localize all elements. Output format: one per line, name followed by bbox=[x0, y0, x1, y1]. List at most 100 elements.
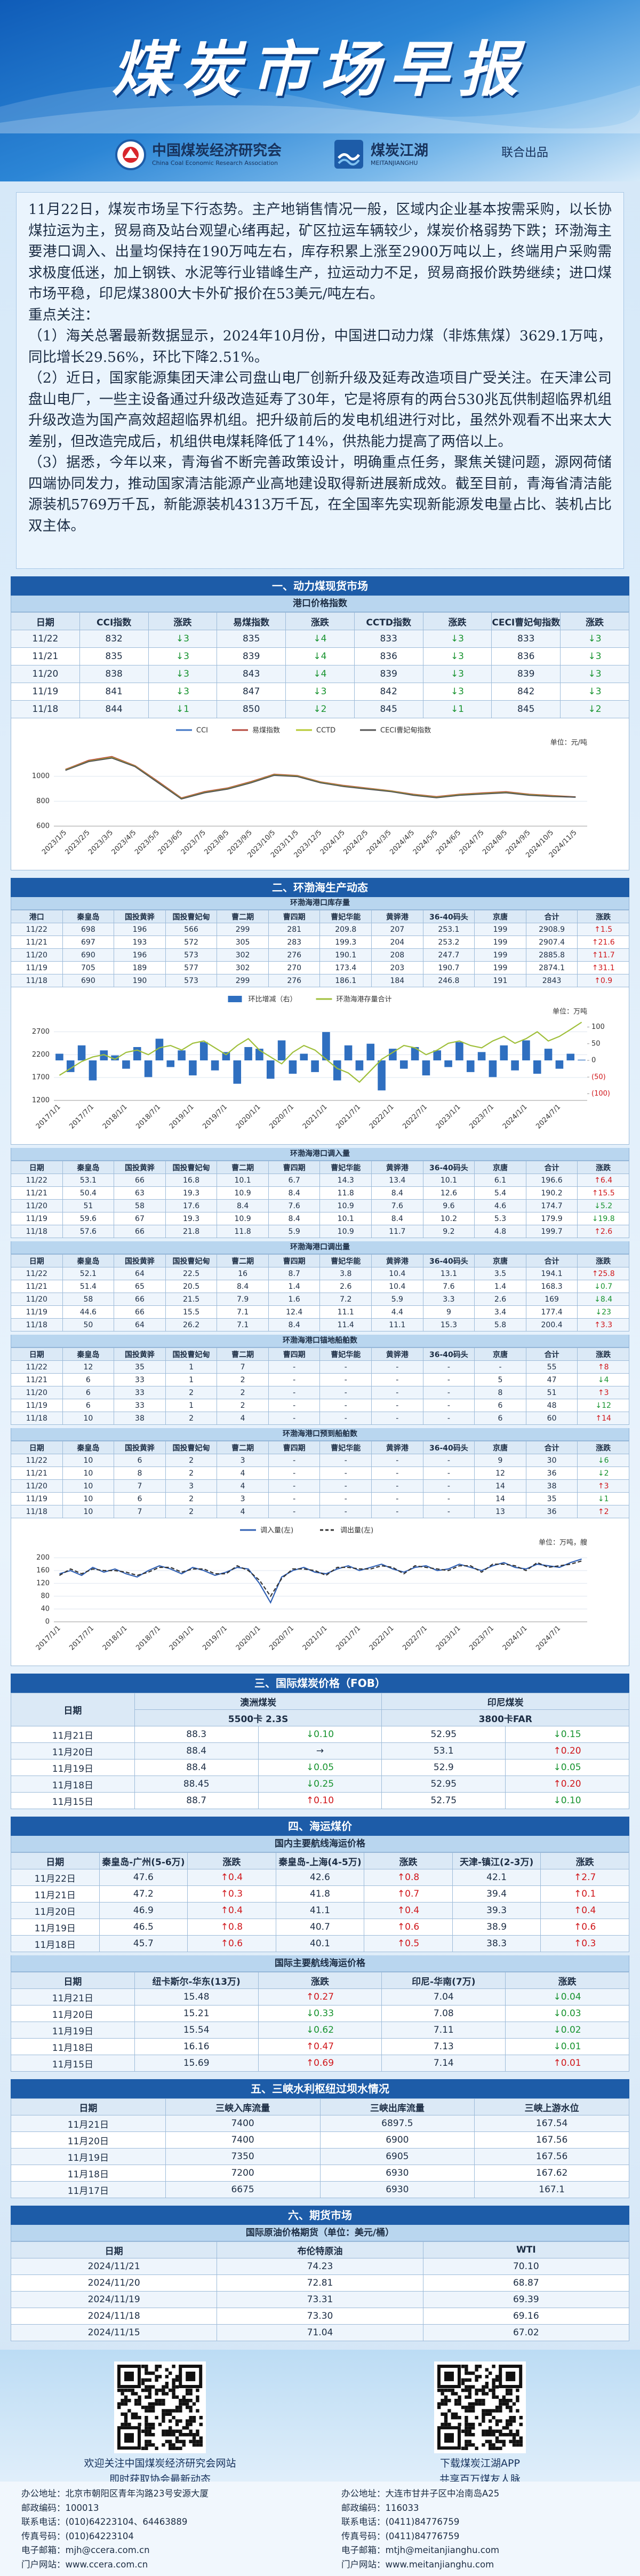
bar bbox=[566, 1053, 575, 1060]
table-cell: 8 bbox=[474, 1386, 526, 1399]
table-cell: 11月18日 bbox=[11, 2038, 135, 2055]
qr-module bbox=[145, 2422, 148, 2427]
table-cell: 8.4 bbox=[268, 1318, 321, 1331]
bar bbox=[144, 1060, 153, 1077]
column-header: 国投曹妃甸 bbox=[165, 1254, 218, 1267]
table-cell: - bbox=[422, 1399, 475, 1412]
table-cell: 66 bbox=[114, 1305, 166, 1319]
table-cell: 1 bbox=[165, 1373, 218, 1386]
qr-finder bbox=[444, 2372, 454, 2381]
table-cell: 6.1 bbox=[474, 1174, 526, 1187]
x-tick-label: 2023/7/5 bbox=[180, 829, 207, 857]
data-row: 11/22 698 196 566 299 281 209.8 207 253.1 199 2908… bbox=[11, 923, 629, 936]
legend-label: 调出量(左) bbox=[340, 1527, 373, 1535]
table-cell: 276 bbox=[268, 974, 321, 987]
qr-module bbox=[196, 2429, 199, 2433]
qr-module bbox=[458, 2399, 461, 2403]
qr-module bbox=[134, 2412, 138, 2416]
qr-module bbox=[516, 2433, 519, 2437]
qr-module bbox=[492, 2378, 495, 2382]
table-cell: 302 bbox=[217, 948, 269, 962]
table-cell: ↑0.6 bbox=[364, 1919, 453, 1936]
table-cell: ↑3.3 bbox=[577, 1318, 629, 1331]
table-cell: 191 bbox=[474, 974, 526, 987]
table-cell: 186.1 bbox=[319, 974, 372, 987]
table-cell: - bbox=[268, 1479, 321, 1493]
qr-module bbox=[468, 2429, 471, 2433]
bar bbox=[533, 1060, 541, 1074]
subgroup-header: 5500卡 2.3S bbox=[134, 1709, 382, 1726]
qr-module bbox=[502, 2433, 506, 2437]
x-tick-label: 2023/1/5 bbox=[41, 829, 68, 857]
table-cell: 698 bbox=[62, 923, 115, 936]
table-cell: 6930 bbox=[319, 2165, 475, 2182]
table-cell: 6 bbox=[62, 1399, 115, 1412]
column-header: 国投曹妃甸 bbox=[165, 1441, 218, 1454]
qr-module bbox=[499, 2399, 502, 2403]
table-cell: 7.08 bbox=[381, 2005, 506, 2022]
qr-module bbox=[186, 2419, 189, 2423]
chart: CCI 易煤指数 CCTD CECI曹妃甸指数 单位：元/吨 600 800 1000 2023… bbox=[11, 718, 629, 870]
table-cell: ↓2 bbox=[285, 700, 355, 718]
table-cell: 7.2 bbox=[319, 1293, 372, 1306]
column-header: 秦皇岛 bbox=[62, 910, 115, 923]
qr-module bbox=[162, 2412, 165, 2416]
table-cell: - bbox=[268, 1505, 321, 1518]
table-cell: 38.3 bbox=[452, 1935, 541, 1952]
qr-module bbox=[465, 2388, 468, 2392]
bar bbox=[166, 1060, 175, 1067]
qr-module bbox=[441, 2402, 444, 2406]
table-cell: 11/19 bbox=[11, 961, 63, 974]
data-table: 日期 纽卡斯尔-华东(13万) 涨跌 印尼-华南(7万) 涨跌 11月21日 15.48 ↑0… bbox=[11, 1972, 629, 2072]
table-cell: 566 bbox=[165, 923, 218, 936]
contact-line: 办公地址：北京市朝阳区青年沟路23号安源大厦 bbox=[21, 2488, 209, 2499]
data-row: 2024/11/20 72.81 68.87 bbox=[10, 2274, 630, 2292]
table-cell: ↑0.01 bbox=[505, 2055, 629, 2072]
data-table: 日期 三峡入库流量 三峡出库流量 三峡上游水位 11月21日 7400 6897.5 167.… bbox=[11, 2098, 629, 2198]
bar bbox=[378, 1060, 386, 1091]
wave bbox=[0, 105, 640, 133]
qr-module bbox=[502, 2426, 506, 2430]
table-cell: 88.45 bbox=[134, 1776, 259, 1793]
table-cell: 21.8 bbox=[165, 1225, 218, 1238]
qr-module bbox=[482, 2416, 485, 2420]
qr-module bbox=[471, 2443, 475, 2447]
data-table: 日期 秦皇岛-广州(5-6万) 涨跌 秦皇岛-上海(4-5万) 涨跌 天津-镇江(2-3万… bbox=[11, 1852, 629, 1952]
qr-module bbox=[516, 2388, 519, 2392]
qr-module bbox=[138, 2399, 141, 2403]
qr-module bbox=[165, 2392, 169, 2396]
table-cell: 6 bbox=[474, 1399, 526, 1412]
table-cell: - bbox=[268, 1454, 321, 1467]
column-header: 涨跌 bbox=[187, 1852, 276, 1869]
table-cell: 11月17日 bbox=[11, 2181, 166, 2198]
table-cell: 6 bbox=[114, 1492, 166, 1505]
qr-module bbox=[482, 2429, 485, 2433]
x-tick-label: 2023/8/5 bbox=[203, 829, 230, 857]
table-cell: - bbox=[268, 1399, 321, 1412]
qr-module bbox=[182, 2399, 186, 2403]
qr-module bbox=[492, 2392, 495, 2396]
qr-module bbox=[165, 2385, 169, 2389]
column-header: 三峡出库流量 bbox=[319, 2098, 475, 2115]
qr-module bbox=[489, 2439, 492, 2444]
table-cell: 6905 bbox=[319, 2148, 475, 2165]
section-heading: 一、动力煤现货市场 bbox=[11, 576, 629, 596]
column-header: 曹二期 bbox=[217, 1161, 269, 1174]
table-cell: ↓3 bbox=[285, 683, 355, 701]
table-cell: 850 bbox=[217, 700, 286, 718]
bar bbox=[455, 1042, 463, 1060]
bar bbox=[89, 1060, 97, 1081]
x-tick-label: 2023/1/1 bbox=[435, 1103, 462, 1131]
qr-module bbox=[145, 2365, 148, 2368]
table-cell: - bbox=[371, 1386, 423, 1399]
qr-module bbox=[475, 2392, 478, 2396]
qr-module bbox=[165, 2433, 169, 2437]
qr-module bbox=[117, 2402, 121, 2406]
table-cell: ↓0.10 bbox=[258, 1726, 382, 1743]
qr-module bbox=[192, 2402, 196, 2406]
table-cell: 33 bbox=[114, 1373, 166, 1386]
qr-module bbox=[179, 2409, 182, 2413]
qr-module bbox=[196, 2409, 199, 2413]
table-cell: 199.7 bbox=[525, 1225, 578, 1238]
